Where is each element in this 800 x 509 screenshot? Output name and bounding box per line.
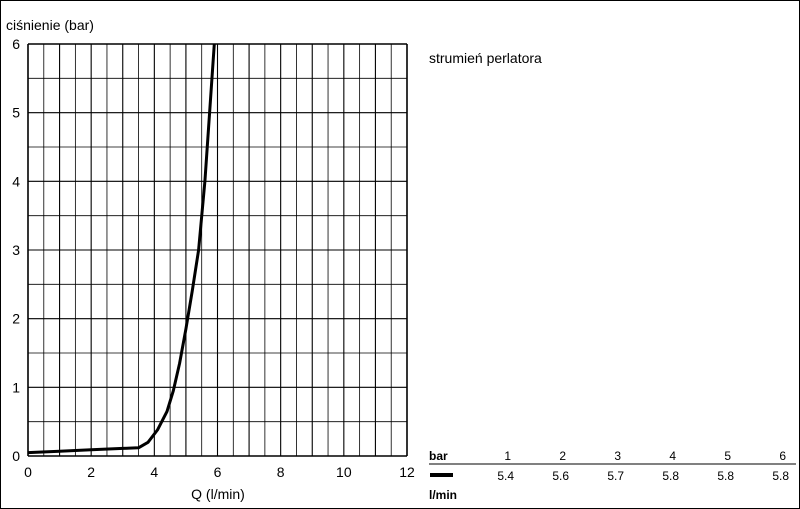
y-tick-label: 2 xyxy=(12,311,20,327)
table-pressure-cell: 1 xyxy=(504,449,511,463)
table-flow-cell: 5.8 xyxy=(772,469,789,483)
table-flow-cell: 5.8 xyxy=(717,469,734,483)
table-pressure-cell: 5 xyxy=(724,449,731,463)
legend-label: strumień perlatora xyxy=(429,50,542,66)
table-flow-cell: 5.8 xyxy=(662,469,679,483)
x-tick-label: 0 xyxy=(24,464,32,480)
table-pressure-cell: 3 xyxy=(614,449,621,463)
x-tick-label: 6 xyxy=(214,464,222,480)
table-flow-cell: 5.7 xyxy=(607,469,624,483)
table-pressure-values: 1 2 3 4 5 6 xyxy=(504,449,786,463)
x-tick-label: 2 xyxy=(87,464,95,480)
table-header-label: bar xyxy=(429,449,448,463)
table-flow-cell: 5.6 xyxy=(552,469,569,483)
x-tick-labels: 0 2 4 6 8 10 12 xyxy=(24,464,415,480)
table-row-label: l/min xyxy=(429,488,457,502)
y-tick-label: 4 xyxy=(12,173,20,189)
x-tick-label: 8 xyxy=(277,464,285,480)
x-tick-label: 4 xyxy=(150,464,158,480)
series-line-strumien-perlatora xyxy=(27,43,216,455)
x-tick-label: 12 xyxy=(399,464,415,480)
flow-table: bar l/min 1 2 3 4 5 6 5.4 5.6 5.7 5.8 5.8 5.8 xyxy=(429,449,796,502)
table-flow-cell: 5.4 xyxy=(497,469,514,483)
x-axis-label: Q (l/min) xyxy=(191,486,245,502)
table-pressure-cell: 2 xyxy=(559,449,566,463)
table-flow-values: 5.4 5.6 5.7 5.8 5.8 5.8 xyxy=(497,469,789,483)
y-tick-label: 3 xyxy=(12,242,20,258)
y-tick-label: 5 xyxy=(12,105,20,121)
y-tick-label: 6 xyxy=(12,36,20,52)
y-tick-label: 0 xyxy=(12,448,20,464)
x-tick-label: 10 xyxy=(336,464,352,480)
y-tick-labels: 0 1 2 3 4 5 6 xyxy=(12,36,20,464)
chart-grid xyxy=(27,43,408,457)
y-axis-label: ciśnienie (bar) xyxy=(6,17,94,33)
table-pressure-cell: 6 xyxy=(779,449,786,463)
y-tick-label: 1 xyxy=(12,379,20,395)
table-pressure-cell: 4 xyxy=(669,449,676,463)
